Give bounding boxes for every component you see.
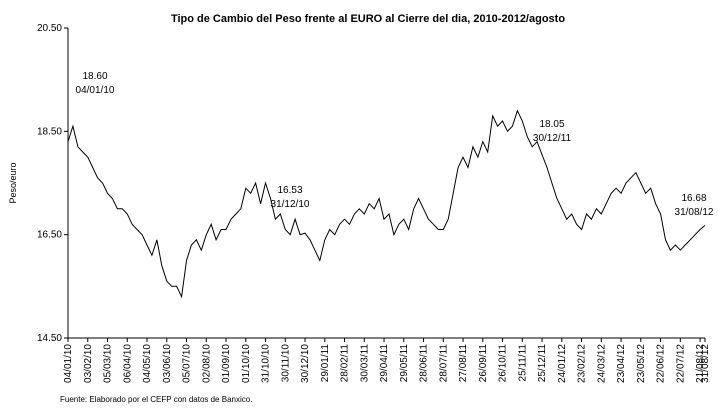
y-tick-label: 16.50 [37, 230, 62, 241]
x-tick-label: 04/01/10 [63, 344, 74, 383]
annotation-value: 18.05 [539, 119, 564, 130]
y-tick-label: 20.50 [37, 23, 62, 34]
x-tick-label: 23/02/12 [577, 344, 588, 383]
data-line [67, 109, 706, 299]
x-tick-label: 31/10/10 [261, 344, 272, 383]
x-tick-label: 23/04/12 [616, 344, 627, 383]
x-tick-label: 29/01/11 [320, 344, 331, 383]
x-tick-label: 29/05/11 [399, 344, 410, 383]
x-tick-label: 24/03/12 [596, 344, 607, 383]
x-tick-label: 28/07/11 [438, 344, 449, 383]
x-tick-label: 25/11/11 [517, 344, 528, 382]
x-tick-label: 22/06/12 [656, 344, 667, 383]
x-tick-label: 23/05/12 [636, 344, 647, 383]
x-tick-label: 01/09/10 [221, 344, 232, 383]
x-tick-label: 28/06/11 [419, 344, 430, 383]
annotation-date: 04/01/10 [76, 85, 115, 96]
source-note: Fuente: Elaborado por el CEFP con datos … [60, 395, 252, 404]
x-tick-label: 05/07/10 [182, 344, 193, 383]
x-tick-label: 26/09/11 [478, 344, 489, 383]
x-tick-label: 25/12/11 [537, 344, 548, 383]
x-tick-label: 28/02/11 [340, 344, 351, 383]
y-tick-label: 14.50 [37, 333, 62, 344]
annotation-value: 16.68 [681, 193, 706, 204]
y-tick-label: 18.50 [37, 126, 62, 137]
x-tick-label: 04/05/10 [142, 344, 153, 383]
annotation-date: 30/12/11 [533, 133, 572, 144]
x-tick-label: 31/08/12 [700, 344, 711, 383]
x-tick-label: 03/02/10 [83, 344, 94, 383]
x-tick-label: 30/12/10 [300, 344, 311, 383]
chart-title: Tipo de Cambio del Peso frente al EURO a… [171, 13, 565, 25]
y-axis-label: Peso/euro [8, 162, 18, 203]
x-tick-label: 02/08/10 [201, 344, 212, 383]
annotation-value: 18.60 [82, 71, 107, 82]
x-tick-label: 26/10/11 [498, 344, 509, 383]
x-tick-label: 27/08/11 [458, 344, 469, 383]
x-tick-label: 22/07/12 [675, 344, 686, 383]
x-tick-label: 30/11/10 [280, 344, 291, 383]
annotation-date: 31/12/10 [271, 199, 310, 210]
x-tick-label: 05/03/10 [103, 344, 114, 383]
annotation-date: 31/08/12 [675, 207, 714, 218]
annotation-value: 16.53 [277, 185, 302, 196]
x-tick-label: 30/03/11 [359, 344, 370, 383]
x-tick-label: 24/01/12 [557, 344, 568, 383]
x-tick-label: 21/08/12 [695, 344, 706, 383]
x-tick-label: 29/04/11 [379, 344, 390, 383]
x-tick-label: 06/04/10 [122, 344, 133, 383]
x-tick-label: 01/10/10 [241, 344, 252, 383]
x-tick-label: 03/06/10 [162, 344, 173, 383]
